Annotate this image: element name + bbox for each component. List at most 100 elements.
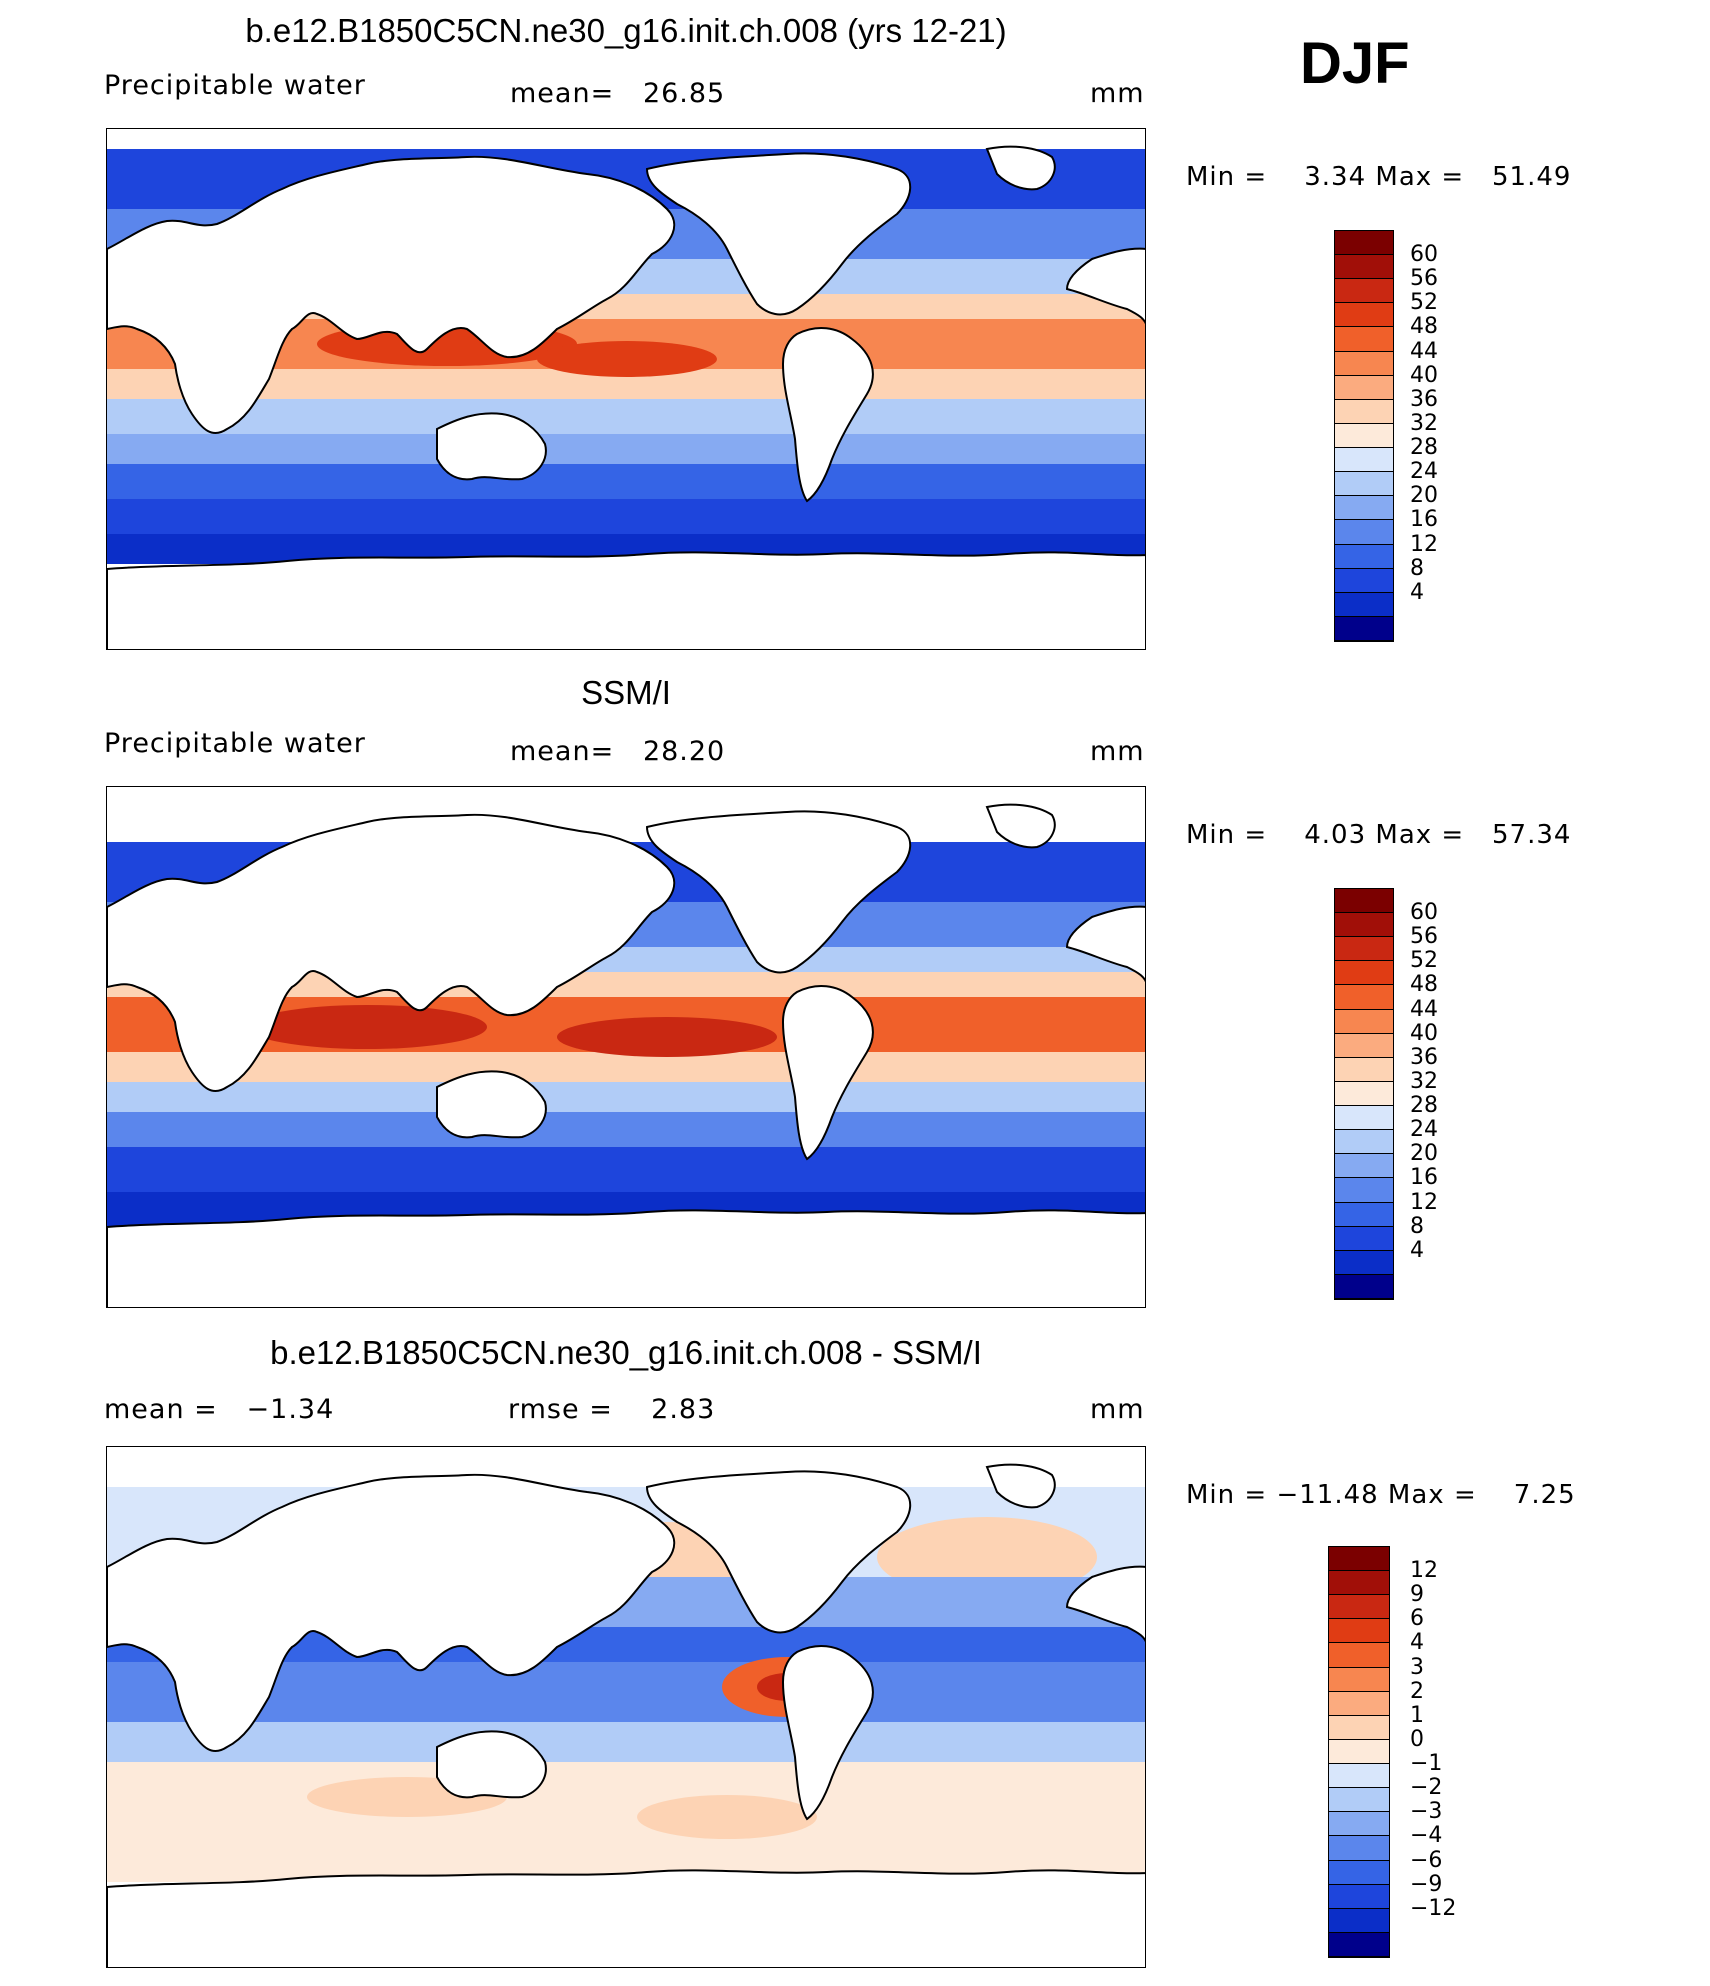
colorbar-cell — [1335, 1250, 1393, 1275]
panel3-map — [106, 1446, 1146, 1968]
colorbar-cell — [1335, 937, 1393, 962]
colorbar-tick-label: −6 — [1410, 1847, 1443, 1873]
panel2-map — [106, 786, 1146, 1308]
colorbar-tick-label: −4 — [1410, 1823, 1443, 1849]
colorbar-cell — [1335, 1130, 1393, 1155]
panel1-map — [106, 128, 1146, 650]
colorbar-cell — [1329, 1619, 1389, 1644]
colorbar-cell — [1335, 303, 1393, 328]
colorbar-cell — [1335, 1033, 1393, 1058]
colorbar-tick-label: 4 — [1410, 1237, 1424, 1263]
panel2-center-label: mean= 28.20 — [510, 736, 726, 767]
colorbar-tick-label: −3 — [1410, 1799, 1443, 1825]
colorbar-tick-label: −2 — [1410, 1775, 1443, 1801]
colorbar-cell — [1335, 1057, 1393, 1082]
colorbar-tick-label: 44 — [1410, 338, 1438, 364]
panel1-colorbar — [1334, 230, 1394, 642]
colorbar-cell — [1329, 1812, 1389, 1837]
panel1-left-label: Precipitable water — [104, 70, 366, 101]
panel2-colorbar — [1334, 888, 1394, 1300]
colorbar-tick-label: 40 — [1410, 362, 1438, 388]
colorbar-tick-label: 52 — [1410, 290, 1438, 316]
colorbar-tick-label: 36 — [1410, 386, 1438, 412]
colorbar-cell — [1335, 375, 1393, 400]
colorbar-cell — [1329, 1788, 1389, 1813]
colorbar-tick-label: 2 — [1410, 1678, 1424, 1704]
colorbar-cell — [1329, 1836, 1389, 1861]
colorbar-cell — [1335, 255, 1393, 280]
colorbar-cell — [1335, 961, 1393, 986]
colorbar-cell — [1335, 1106, 1393, 1131]
colorbar-tick-label: 60 — [1410, 242, 1438, 268]
colorbar-cell — [1335, 1274, 1393, 1299]
colorbar-cell — [1335, 1202, 1393, 1227]
panel1-map-svg — [107, 129, 1145, 649]
colorbar-tick-label: 20 — [1410, 483, 1438, 509]
colorbar-tick-label: 16 — [1410, 507, 1438, 533]
colorbar-cell — [1335, 448, 1393, 473]
colorbar-tick-label: 24 — [1410, 1117, 1438, 1143]
colorbar-tick-label: 40 — [1410, 1020, 1438, 1046]
colorbar-cell — [1335, 327, 1393, 352]
colorbar-cell — [1329, 1595, 1389, 1620]
colorbar-cell — [1335, 913, 1393, 938]
panel3-colorbar-labels: 12 9 6 4 3 2 1 0 −1 −2 −3 −4 −6 −9 −12 — [1410, 1546, 1470, 1958]
colorbar-tick-label: 6 — [1410, 1606, 1424, 1632]
colorbar-tick-label: 56 — [1410, 266, 1438, 292]
colorbar-cell — [1335, 279, 1393, 304]
panel3-colorbar — [1328, 1546, 1390, 1958]
colorbar-cell — [1329, 1860, 1389, 1885]
colorbar-cell — [1329, 1643, 1389, 1668]
colorbar-cell — [1329, 1739, 1389, 1765]
colorbar-cell — [1335, 592, 1393, 617]
panel1-colorbar-labels: 60 56 52 48 44 40 36 32 28 24 20 16 12 8 4 — [1410, 230, 1470, 642]
colorbar-cell — [1329, 1715, 1389, 1740]
colorbar-tick-label: 36 — [1410, 1044, 1438, 1070]
colorbar-cell — [1335, 1154, 1393, 1179]
panel1-center-label: mean= 26.85 — [510, 78, 726, 109]
colorbar-cell — [1329, 1932, 1389, 1957]
colorbar-cell — [1335, 889, 1393, 914]
colorbar-tick-label: 28 — [1410, 435, 1438, 461]
colorbar-tick-label: 12 — [1410, 1189, 1438, 1215]
panel3-title: b.e12.B1850C5CN.ne30_g16.init.ch.008 - S… — [270, 1334, 982, 1371]
panel3-left-label: mean = −1.34 — [104, 1394, 335, 1425]
panel1-unit-label: mm — [1090, 78, 1145, 109]
colorbar-cell — [1329, 1691, 1389, 1716]
panel2-left-label: Precipitable water — [104, 728, 366, 759]
colorbar-tick-label: 9 — [1410, 1582, 1424, 1608]
colorbar-tick-label: −12 — [1410, 1895, 1457, 1921]
colorbar-cell — [1335, 1178, 1393, 1203]
colorbar-cell — [1335, 568, 1393, 593]
colorbar-tick-label: 48 — [1410, 972, 1438, 998]
colorbar-cell — [1335, 1226, 1393, 1251]
colorbar-cell — [1335, 1009, 1393, 1034]
colorbar-cell — [1335, 616, 1393, 641]
panel2-title: SSM/I — [581, 674, 671, 711]
colorbar-cell — [1329, 1908, 1389, 1933]
colorbar-tick-label: −9 — [1410, 1871, 1443, 1897]
colorbar-tick-label: 48 — [1410, 314, 1438, 340]
season-label: DJF — [1300, 31, 1410, 96]
colorbar-tick-label: 44 — [1410, 996, 1438, 1022]
colorbar-tick-label: −1 — [1410, 1751, 1443, 1777]
colorbar-tick-label: 56 — [1410, 924, 1438, 950]
panel3-min-max: Min = −11.48 Max = 7.25 — [1186, 1480, 1576, 1510]
panel2-map-svg — [107, 787, 1145, 1307]
colorbar-cell — [1335, 231, 1393, 256]
colorbar-cell — [1329, 1547, 1389, 1572]
panel2-min-max: Min = 4.03 Max = 57.34 — [1186, 820, 1572, 850]
colorbar-cell — [1335, 544, 1393, 569]
colorbar-tick-label: 12 — [1410, 1558, 1438, 1584]
colorbar-cell — [1329, 1667, 1389, 1692]
colorbar-cell — [1335, 496, 1393, 521]
colorbar-tick-label: 4 — [1410, 579, 1424, 605]
colorbar-tick-label: 32 — [1410, 410, 1438, 436]
colorbar-cell — [1335, 472, 1393, 497]
colorbar-tick-label: 60 — [1410, 900, 1438, 926]
colorbar-tick-label: 8 — [1410, 1213, 1424, 1239]
colorbar-tick-label: 24 — [1410, 459, 1438, 485]
colorbar-cell — [1329, 1884, 1389, 1909]
panel2-unit-label: mm — [1090, 736, 1145, 767]
panel3-unit-label: mm — [1090, 1394, 1145, 1425]
